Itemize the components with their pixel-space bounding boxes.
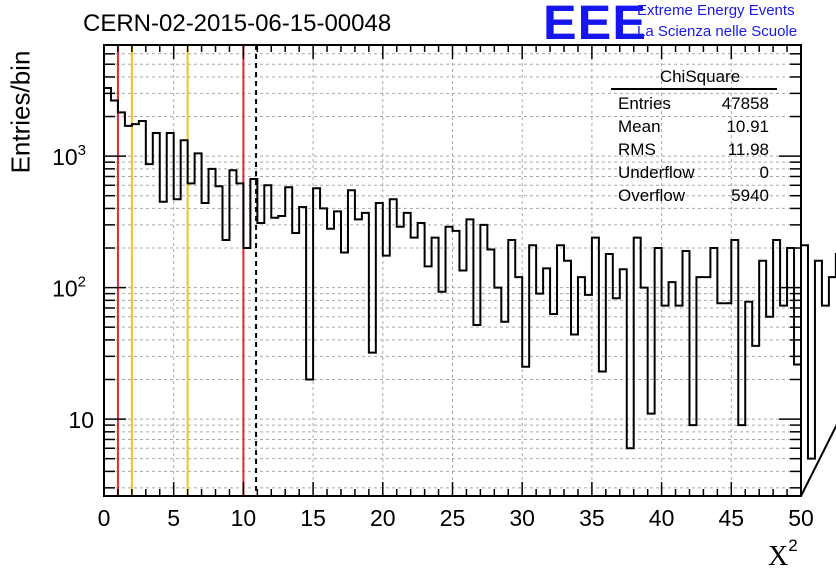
stats-row-rms: RMS 11.98 (611, 138, 777, 161)
axis-ticks (103, 45, 802, 496)
grid-lines (104, 45, 801, 496)
stats-row-overflow: Overflow 5940 (611, 184, 777, 207)
y-tick-base: 10 (68, 407, 94, 433)
stats-row-mean: Mean 10.91 (611, 115, 777, 138)
marker-lines (116, 45, 258, 496)
stats-value: 47858 (721, 94, 769, 113)
x-tick-label: 10 (231, 505, 257, 531)
stats-value: 11.98 (727, 140, 769, 159)
stats-label: Overflow (618, 186, 686, 205)
x-tick-label: 15 (300, 505, 326, 531)
stats-value: 10.91 (726, 117, 769, 136)
stats-divider (611, 88, 777, 90)
x-axis-symbol: X (768, 541, 789, 572)
stats-value: 0 (759, 163, 769, 182)
y-tick-label: 103 (52, 142, 86, 170)
x-tick-label: 45 (719, 505, 745, 531)
x-axis-exponent: 2 (788, 536, 798, 555)
stats-row-underflow: Underflow 0 (611, 161, 777, 184)
y-tick-exponent: 3 (78, 142, 86, 159)
y-tick-base: 10 (52, 276, 78, 302)
x-tick-label: 50 (788, 505, 814, 531)
stats-value: 5940 (731, 186, 769, 205)
stats-box: ChiSquare Entries 47858 Mean 10.91 RMS 1… (611, 66, 777, 207)
x-tick-label: 30 (509, 505, 535, 531)
logo-caption-line1: Extreme Energy Events (637, 2, 795, 19)
x-axis-label: X2 (768, 536, 798, 573)
x-tick-label: 25 (440, 505, 466, 531)
stats-title: ChiSquare (659, 67, 741, 86)
y-tick-base: 10 (52, 144, 78, 170)
y-tick-exponent: 2 (78, 274, 86, 291)
stats-label: Underflow (618, 163, 695, 182)
x-tick-label: 35 (579, 505, 605, 531)
stats-label: RMS (618, 140, 656, 159)
x-tick-label: 20 (370, 505, 396, 531)
chart-title: CERN-02-2015-06-15-00048 (83, 10, 392, 37)
x-tick-label: 0 (98, 505, 111, 531)
y-tick-label: 10 (68, 407, 94, 433)
histogram-line (103, 86, 836, 497)
stats-label: Mean (618, 117, 661, 136)
eee-logo: EEE (543, 0, 647, 50)
x-tick-label: 40 (649, 505, 675, 531)
stats-label: Entries (618, 94, 671, 113)
logo-caption-line2: La Scienza nelle Scuole (637, 23, 798, 40)
x-tick-label: 5 (167, 505, 180, 531)
y-axis-label: Entries/bin (5, 50, 36, 174)
stats-row-entries: Entries 47858 (611, 92, 777, 115)
y-tick-label: 102 (52, 274, 86, 302)
